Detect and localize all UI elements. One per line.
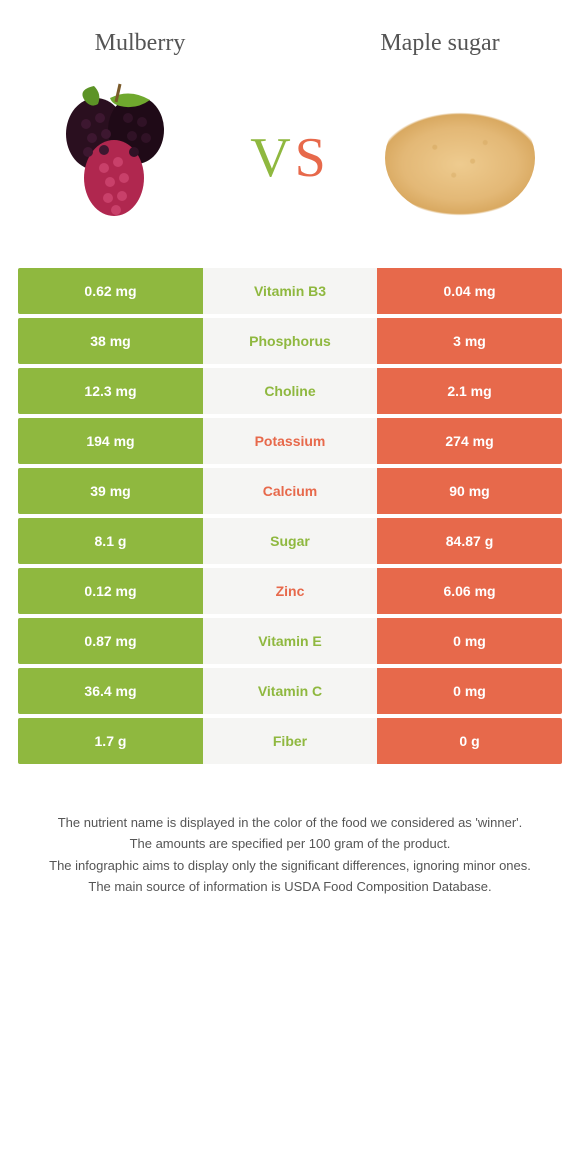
right-value: 0 mg: [377, 668, 562, 714]
footnote-line: The amounts are specified per 100 gram o…: [30, 834, 550, 854]
nutrient-label: Potassium: [203, 418, 377, 464]
footnotes: The nutrient name is displayed in the co…: [0, 768, 580, 897]
maple-sugar-image: [380, 78, 540, 238]
mulberry-image: [40, 78, 200, 238]
left-value: 194 mg: [18, 418, 203, 464]
table-row: 0.87 mgVitamin E0 mg: [18, 618, 562, 664]
left-value: 12.3 mg: [18, 368, 203, 414]
right-value: 6.06 mg: [377, 568, 562, 614]
right-value: 90 mg: [377, 468, 562, 514]
table-row: 0.62 mgVitamin B30.04 mg: [18, 268, 562, 314]
vs-label: VS: [250, 126, 330, 190]
right-value: 0.04 mg: [377, 268, 562, 314]
nutrient-label: Vitamin C: [203, 668, 377, 714]
table-row: 0.12 mgZinc6.06 mg: [18, 568, 562, 614]
left-value: 0.12 mg: [18, 568, 203, 614]
right-value: 0 mg: [377, 618, 562, 664]
right-value: 84.87 g: [377, 518, 562, 564]
nutrient-label: Sugar: [203, 518, 377, 564]
right-value: 3 mg: [377, 318, 562, 364]
nutrient-label: Fiber: [203, 718, 377, 764]
right-value: 274 mg: [377, 418, 562, 464]
title-left: Mulberry: [50, 30, 230, 58]
left-value: 36.4 mg: [18, 668, 203, 714]
nutrient-label: Zinc: [203, 568, 377, 614]
header: Mulberry Maple sugar: [0, 0, 580, 68]
left-value: 8.1 g: [18, 518, 203, 564]
vs-v: V: [250, 127, 294, 189]
title-right: Maple sugar: [350, 30, 530, 58]
table-row: 38 mgPhosphorus3 mg: [18, 318, 562, 364]
nutrient-label: Phosphorus: [203, 318, 377, 364]
comparison-table: 0.62 mgVitamin B30.04 mg38 mgPhosphorus3…: [18, 268, 562, 764]
vs-s: S: [295, 127, 330, 189]
left-value: 39 mg: [18, 468, 203, 514]
footnote-line: The infographic aims to display only the…: [30, 856, 550, 876]
left-value: 1.7 g: [18, 718, 203, 764]
images-row: VS: [0, 68, 580, 268]
left-value: 38 mg: [18, 318, 203, 364]
footnote-line: The main source of information is USDA F…: [30, 877, 550, 897]
right-value: 2.1 mg: [377, 368, 562, 414]
table-row: 39 mgCalcium90 mg: [18, 468, 562, 514]
table-row: 12.3 mgCholine2.1 mg: [18, 368, 562, 414]
table-row: 8.1 gSugar84.87 g: [18, 518, 562, 564]
right-value: 0 g: [377, 718, 562, 764]
left-value: 0.62 mg: [18, 268, 203, 314]
nutrient-label: Vitamin B3: [203, 268, 377, 314]
table-row: 1.7 gFiber0 g: [18, 718, 562, 764]
nutrient-label: Vitamin E: [203, 618, 377, 664]
left-value: 0.87 mg: [18, 618, 203, 664]
footnote-line: The nutrient name is displayed in the co…: [30, 813, 550, 833]
nutrient-label: Choline: [203, 368, 377, 414]
nutrient-label: Calcium: [203, 468, 377, 514]
table-row: 36.4 mgVitamin C0 mg: [18, 668, 562, 714]
table-row: 194 mgPotassium274 mg: [18, 418, 562, 464]
